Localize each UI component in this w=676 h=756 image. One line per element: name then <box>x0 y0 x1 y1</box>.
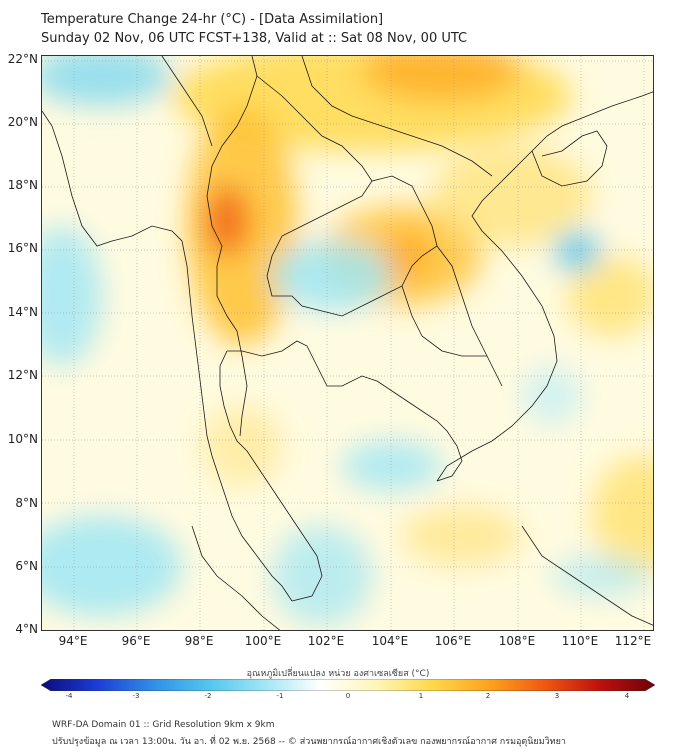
lat-label-20: 20°N <box>7 115 38 129</box>
lat-label-4: 4°N <box>15 622 38 636</box>
lon-label-100: 100°E <box>244 634 282 648</box>
lat-label-12: 12°N <box>7 368 38 382</box>
lon-label-94: 94°E <box>58 634 88 648</box>
map-canvas <box>42 56 653 630</box>
lat-label-8: 8°N <box>15 496 38 510</box>
colorbar-tick: 0 <box>345 692 351 700</box>
lat-label-6: 6°N <box>15 559 38 573</box>
chart-title: Temperature Change 24-hr (°C) - [Data As… <box>41 12 384 27</box>
lon-label-102: 102°E <box>307 634 345 648</box>
lon-label-108: 108°E <box>498 634 536 648</box>
colorbar-tick: 2 <box>485 692 491 700</box>
footer-credit: ปรับปรุงข้อมูล ณ เวลา 13:00น. วัน อา. ที… <box>52 737 566 747</box>
colorbar-tick: -1 <box>276 692 284 700</box>
colorbar-tick: -4 <box>65 692 73 700</box>
temperature-field <box>42 56 653 626</box>
colorbar-tick: 3 <box>554 692 560 700</box>
lat-label-14: 14°N <box>7 305 38 319</box>
chart-subtitle: Sunday 02 Nov, 06 UTC FCST+138, Valid at… <box>41 31 468 46</box>
colorbar-tick: 4 <box>624 692 630 700</box>
lon-label-104: 104°E <box>371 634 409 648</box>
lon-label-106: 106°E <box>434 634 472 648</box>
lon-label-110: 110°E <box>561 634 599 648</box>
coastlines-and-borders <box>42 56 653 630</box>
lon-label-112: 112°E <box>614 634 652 648</box>
lat-label-10: 10°N <box>7 432 38 446</box>
lon-label-96: 96°E <box>121 634 151 648</box>
colorbar-tick: 1 <box>418 692 424 700</box>
colorbar <box>41 679 655 691</box>
colorbar-tick: -2 <box>204 692 212 700</box>
lat-label-18: 18°N <box>7 178 38 192</box>
temperature-change-map[interactable] <box>41 55 654 631</box>
colorbar-tick: -3 <box>132 692 140 700</box>
colorbar-title: อุณหภูมิเปลี่ยนแปลง หน่วย องศาเซลเซียส (… <box>246 669 430 679</box>
lon-label-98: 98°E <box>184 634 214 648</box>
footer-model-info: WRF-DA Domain 01 :: Grid Resolution 9km … <box>52 720 275 730</box>
lat-label-16: 16°N <box>7 241 38 255</box>
lat-label-22: 22°N <box>7 52 38 66</box>
